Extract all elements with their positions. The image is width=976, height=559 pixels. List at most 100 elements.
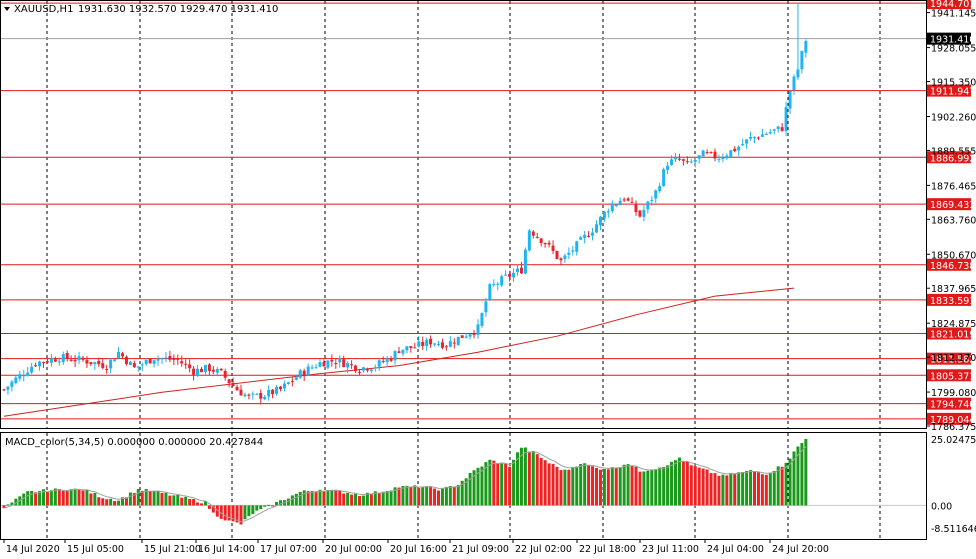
macd-bar: [658, 467, 662, 506]
candle-bull: [749, 137, 753, 139]
macd-bar: [69, 489, 73, 506]
candle-bull: [243, 394, 247, 397]
macd-bar: [381, 491, 385, 506]
macd-bar: [705, 469, 709, 506]
macd-bar: [377, 493, 381, 506]
candle-bear: [168, 356, 172, 360]
macd-bar: [575, 466, 579, 506]
candle-bear: [551, 245, 555, 251]
candle-bear: [334, 363, 338, 365]
candle-bull: [492, 283, 496, 285]
candle-bear: [121, 353, 124, 357]
macd-bar: [109, 498, 113, 506]
macd-bar: [555, 466, 559, 506]
candle-bull: [433, 343, 437, 345]
price-tick-label: 1941.145: [931, 9, 976, 20]
macd-bar: [30, 490, 34, 506]
macd-bar: [6, 504, 10, 506]
macd-bar: [10, 502, 14, 506]
macd-bar: [298, 491, 302, 506]
candle-bear: [89, 362, 93, 365]
current-price-label: 1931.410: [930, 35, 975, 46]
macd-bar: [231, 505, 235, 522]
candle-bear: [622, 199, 626, 201]
candle-bull: [567, 252, 571, 255]
macd-bar: [188, 498, 192, 506]
macd-bar: [358, 496, 361, 506]
candle-bear: [634, 203, 638, 213]
candle-bull: [772, 129, 776, 131]
candle-bull: [109, 359, 113, 369]
candle-bear: [413, 347, 417, 349]
candle-bull: [377, 360, 381, 367]
price-level-tag: [927, 151, 971, 164]
price-level-tag: [927, 84, 971, 97]
candle-bull: [61, 354, 65, 362]
horizontal-levels[interactable]: 1944.701 1911.947 1886.992 1869.433 1846.738…: [1, 0, 975, 426]
candle-bull: [571, 250, 575, 252]
candle-bull: [642, 209, 646, 217]
macd-bar: [223, 505, 227, 521]
candle-bear: [559, 258, 563, 261]
macd-bar: [124, 497, 128, 506]
candle-bear: [460, 335, 464, 338]
macd-bar: [207, 505, 211, 509]
macd-bar: [693, 466, 697, 506]
macd-bar: [523, 447, 527, 506]
macd-bar: [468, 473, 472, 506]
macd-bar: [330, 489, 334, 506]
macd-bar: [401, 485, 405, 506]
candle-bull: [93, 362, 97, 365]
macd-bar: [326, 490, 330, 506]
price-tick-label: 1902.260: [931, 112, 976, 123]
macd-bar: [614, 467, 618, 506]
price-level-label: 1833.591: [930, 296, 975, 307]
dropdown-triangle-icon[interactable]: [4, 7, 10, 11]
macd-bar: [144, 489, 148, 506]
candle-bull: [670, 159, 674, 165]
price-level-label: 1846.738: [930, 261, 975, 272]
macd-bar: [38, 491, 42, 506]
candle-bull: [38, 361, 42, 367]
price-tick-label: 1928.055: [931, 44, 976, 55]
time-tick-label: 21 Jul 09:00: [452, 544, 509, 555]
macd-bar: [595, 467, 598, 506]
candle-bull: [650, 199, 654, 201]
macd-bar: [294, 493, 298, 506]
macd-bar: [393, 487, 397, 506]
macd-bar: [247, 505, 251, 517]
macd-bar: [26, 491, 30, 506]
macd-bar: [211, 505, 215, 513]
macd-bar: [65, 491, 69, 506]
macd-bar: [429, 486, 433, 506]
macd-bar: [215, 505, 219, 517]
candle-bull: [484, 301, 488, 313]
candle-bull: [575, 241, 579, 252]
macd-bar: [322, 491, 326, 506]
macd-bar: [405, 485, 409, 506]
macd-bar: [456, 484, 460, 506]
macd-bar: [121, 497, 124, 506]
macd-bar: [484, 462, 488, 506]
macd-bar: [267, 504, 271, 506]
candle-bull: [196, 368, 200, 376]
macd-bar: [654, 469, 658, 506]
candle-bear: [42, 362, 45, 364]
candle-bull: [496, 283, 500, 285]
candle-bull: [598, 216, 602, 226]
time-tick-label: 23 Jul 11:00: [642, 544, 699, 555]
candle-bear: [65, 353, 69, 359]
macd-signal-line: [3, 446, 807, 523]
macd-bar: [709, 473, 713, 506]
macd-bar: [354, 493, 358, 506]
candle-bull: [717, 159, 721, 161]
macd-bar: [373, 491, 377, 506]
candle-bull: [725, 155, 729, 159]
candle-bear: [685, 161, 689, 163]
candle-bull: [737, 146, 741, 151]
candle-bull: [666, 165, 670, 170]
candle-bear: [105, 368, 109, 370]
candle-bull: [674, 157, 677, 160]
time-tick-label: 24 Jul 20:00: [772, 544, 829, 555]
